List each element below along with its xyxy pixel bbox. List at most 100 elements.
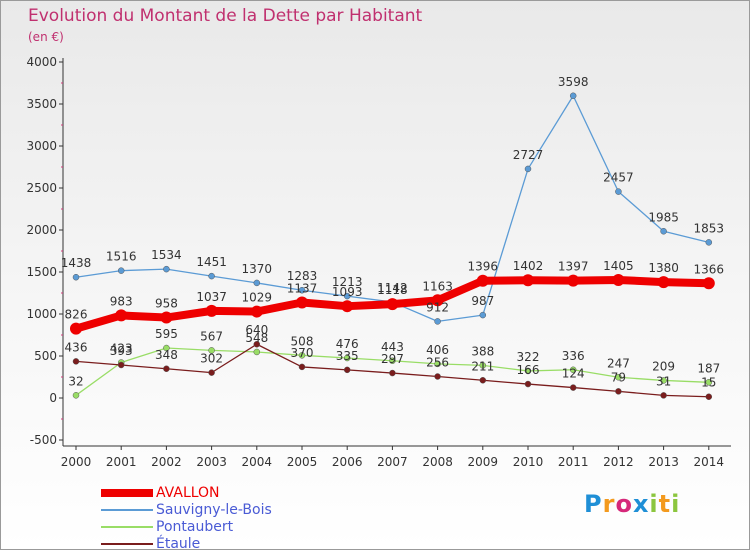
data-point <box>72 392 80 399</box>
data-label: 32 <box>68 374 83 388</box>
data-point <box>72 273 80 281</box>
data-point <box>479 377 487 384</box>
data-label: 640 <box>245 323 268 337</box>
legend-label: Étaule <box>156 536 201 552</box>
data-label: 166 <box>517 363 540 377</box>
data-label: 1283 <box>287 269 318 283</box>
data-point <box>660 228 667 235</box>
data-point <box>343 366 351 374</box>
data-label: 1029 <box>242 291 273 305</box>
data-point <box>208 369 215 376</box>
legend-label: Pontaubert <box>156 519 234 535</box>
y-tick-label: 2000 <box>26 223 57 237</box>
x-tick-label: 2005 <box>287 455 318 469</box>
proxiti-logo: Proxiti <box>584 490 680 518</box>
data-label: 209 <box>652 359 675 373</box>
y-tick-label: 3000 <box>26 139 57 153</box>
data-point <box>115 309 128 322</box>
data-label: 247 <box>607 356 630 370</box>
data-label: 983 <box>110 294 133 308</box>
data-label: 124 <box>562 367 585 381</box>
x-tick-label: 2000 <box>61 455 92 469</box>
data-point <box>253 279 261 287</box>
data-point <box>660 377 667 384</box>
data-point <box>615 374 622 381</box>
data-label: 31 <box>656 374 671 388</box>
y-tick-label: 3500 <box>26 97 57 111</box>
data-point <box>72 358 80 365</box>
x-tick-label: 2008 <box>422 455 453 469</box>
y-tick-label: 2500 <box>26 181 57 195</box>
data-point <box>524 380 532 388</box>
data-point <box>160 311 173 324</box>
data-point <box>253 340 261 348</box>
data-label: 1093 <box>332 285 363 299</box>
data-label: 2457 <box>603 171 634 185</box>
data-label: 1380 <box>648 261 679 275</box>
data-point <box>612 273 625 286</box>
data-label: 348 <box>155 348 178 362</box>
data-label: 1037 <box>196 290 227 304</box>
x-tick-label: 2009 <box>468 455 499 469</box>
data-point <box>705 239 713 246</box>
data-label: 335 <box>336 349 359 363</box>
data-label: 1451 <box>196 255 227 269</box>
data-point <box>386 298 399 311</box>
data-label: 1402 <box>513 259 544 273</box>
data-label: 187 <box>697 361 720 375</box>
data-point <box>163 344 170 352</box>
x-tick-label: 2004 <box>242 455 273 469</box>
legend-swatch <box>101 509 153 511</box>
data-label: 15 <box>701 376 716 390</box>
data-point <box>298 352 306 359</box>
data-label: 987 <box>471 294 494 308</box>
data-point <box>253 348 261 356</box>
y-tick-label: 500 <box>34 349 57 363</box>
x-tick-label: 2013 <box>648 455 679 469</box>
chart-unit: (en €) <box>28 30 64 44</box>
data-label: 1853 <box>694 221 725 235</box>
data-label: 370 <box>291 346 314 360</box>
legend-swatch <box>101 543 153 545</box>
data-label: 256 <box>426 355 449 369</box>
y-tick-label: 0 <box>49 391 57 405</box>
data-point <box>434 318 441 325</box>
data-point <box>208 272 215 280</box>
data-label: 3598 <box>558 75 589 89</box>
data-label: 912 <box>426 300 449 314</box>
data-label: 406 <box>426 343 449 357</box>
data-point <box>163 365 170 373</box>
data-point <box>434 360 441 368</box>
data-point <box>298 363 306 371</box>
data-point <box>522 274 534 287</box>
data-point <box>296 296 308 309</box>
logo-letter: P <box>584 490 603 518</box>
data-label: 1396 <box>468 260 499 274</box>
data-label: 1397 <box>558 260 589 274</box>
data-point <box>476 274 489 287</box>
data-point <box>434 373 441 380</box>
logo-letter: i <box>649 490 659 518</box>
legend-label: AVALLON <box>156 485 220 501</box>
data-point <box>657 276 670 289</box>
data-point <box>705 393 713 400</box>
data-point <box>615 188 622 195</box>
data-point <box>163 265 170 273</box>
data-point <box>70 322 82 335</box>
data-point <box>524 165 532 173</box>
data-label: 1137 <box>287 281 318 295</box>
x-tick-label: 2001 <box>106 455 137 469</box>
data-label: 211 <box>471 359 494 373</box>
data-label: 548 <box>245 331 268 345</box>
y-tick-label: 4000 <box>26 55 57 69</box>
data-point <box>702 277 715 290</box>
x-tick-label: 2007 <box>377 455 408 469</box>
data-label: 1438 <box>61 256 92 270</box>
data-label: 1370 <box>242 262 273 276</box>
data-point <box>660 392 667 399</box>
data-point <box>615 388 622 395</box>
data-point <box>343 354 351 362</box>
data-label: 1366 <box>694 262 725 276</box>
legend-swatch <box>101 489 153 497</box>
y-tick-label: -500 <box>30 433 57 447</box>
